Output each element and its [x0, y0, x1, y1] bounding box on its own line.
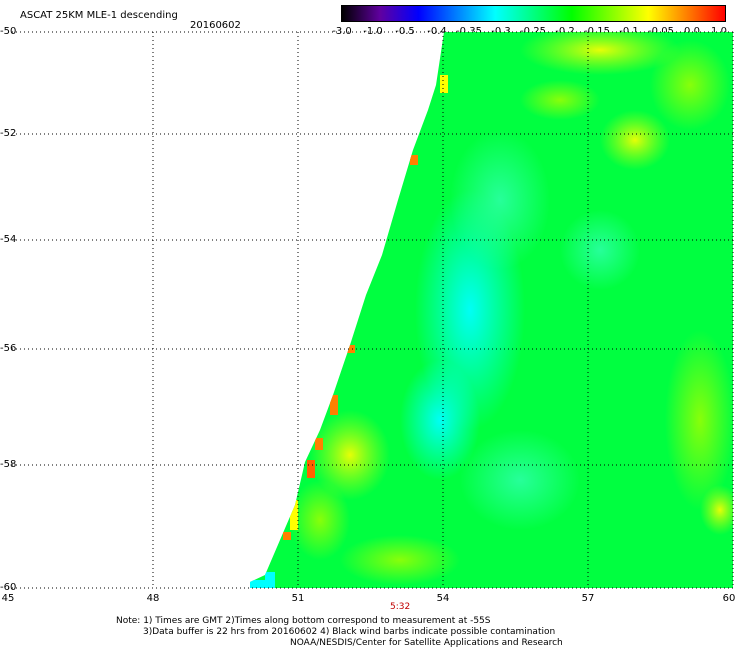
graticule [8, 31, 734, 589]
longitude-label: 54 [436, 593, 450, 604]
map-date: 20160602 [190, 20, 241, 31]
pass-time-marker: 5:32 [390, 602, 411, 612]
data-swath [250, 32, 733, 588]
latitude-label: -50 [0, 26, 17, 37]
latitude-label: -60 [0, 582, 17, 593]
latitude-label: -56 [0, 343, 17, 354]
latitude-label: -52 [0, 128, 17, 139]
note-line-2: 3)Data buffer is 22 hrs from 20160602 4)… [143, 627, 556, 637]
longitude-label: 45 [1, 593, 15, 604]
colorbar-label: 1.0 [711, 26, 727, 37]
note-line-3: NOAA/NESDIS/Center for Satellite Applica… [290, 638, 563, 648]
longitude-label: 60 [722, 593, 736, 604]
color-scale-bar [341, 5, 726, 22]
colorbar-label: -3.0 [332, 26, 352, 37]
longitude-label: 57 [581, 593, 595, 604]
longitude-label: 51 [291, 593, 305, 604]
map-title: ASCAT 25KM MLE-1 descending [20, 10, 178, 21]
note-line-1: Note: 1) Times are GMT 2)Times along bot… [116, 616, 491, 626]
latitude-label: -54 [0, 234, 17, 245]
longitude-label: 48 [146, 593, 160, 604]
latitude-label: -58 [0, 459, 17, 470]
